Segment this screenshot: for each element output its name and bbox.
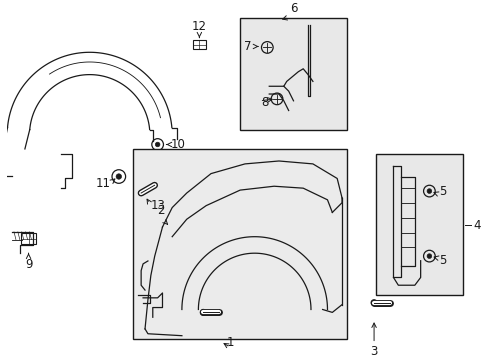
Text: 9: 9 bbox=[25, 258, 32, 271]
Text: 5: 5 bbox=[438, 255, 446, 267]
Bar bbox=[240, 18, 346, 130]
Bar bbox=[21, 233, 36, 244]
Circle shape bbox=[139, 191, 143, 195]
Text: 7: 7 bbox=[244, 40, 251, 53]
Text: 10: 10 bbox=[170, 138, 185, 151]
Text: 8: 8 bbox=[261, 96, 268, 109]
Text: 4: 4 bbox=[472, 219, 480, 231]
Bar bbox=[375, 154, 463, 295]
Circle shape bbox=[201, 310, 205, 314]
Text: 6: 6 bbox=[289, 3, 297, 15]
Text: 13: 13 bbox=[150, 199, 165, 212]
Circle shape bbox=[426, 254, 431, 258]
Bar bbox=[192, 40, 206, 49]
Text: 2: 2 bbox=[157, 204, 164, 217]
Text: 5: 5 bbox=[438, 185, 446, 198]
Text: 3: 3 bbox=[369, 345, 377, 359]
Circle shape bbox=[371, 301, 375, 305]
Text: 12: 12 bbox=[191, 20, 206, 33]
Circle shape bbox=[426, 189, 431, 193]
Circle shape bbox=[116, 174, 122, 179]
Text: 1: 1 bbox=[226, 336, 234, 349]
Bar bbox=[133, 149, 346, 339]
Text: 11: 11 bbox=[96, 177, 111, 190]
Circle shape bbox=[155, 142, 160, 147]
